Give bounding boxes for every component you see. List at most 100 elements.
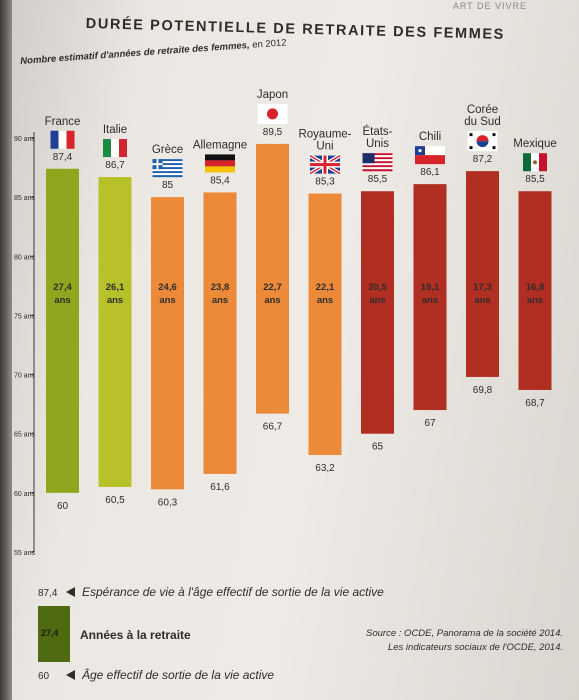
flag-star xyxy=(418,149,422,153)
life-expectancy-label: 87,2 xyxy=(473,154,493,165)
country-name: Mexique xyxy=(513,138,556,150)
arrow-left-icon xyxy=(66,587,75,597)
legend-bottom-number: 60 xyxy=(38,671,50,682)
legend-mid-text: Années à la retraite xyxy=(80,628,191,642)
flag-stripe xyxy=(152,165,183,168)
flag-trigram xyxy=(492,133,496,137)
bar-allemagne xyxy=(203,192,237,474)
flag-stripe xyxy=(205,160,235,167)
retirement-unit-label: ans xyxy=(212,295,228,306)
flag-stripe xyxy=(205,154,235,161)
country-name: États- xyxy=(362,125,392,138)
bar-italie xyxy=(98,177,132,487)
retirement-years-label: 24,6 xyxy=(158,282,177,293)
retirement-years-label: 22,7 xyxy=(263,282,282,293)
retirement-years-label: 27,4 xyxy=(53,282,72,293)
life-expectancy-label: 85,3 xyxy=(315,177,335,188)
flag-stripe xyxy=(50,130,59,149)
retirement-unit-label: ans xyxy=(317,295,333,306)
flag-stripe xyxy=(152,163,183,166)
retirement-years-label: 17,3 xyxy=(473,282,492,293)
y-tick-label: 55 ans xyxy=(14,550,36,557)
flag-stripe xyxy=(362,163,393,166)
flag-usa-icon xyxy=(362,153,393,172)
bar-corée du sud xyxy=(466,171,499,377)
flag-stripe xyxy=(362,157,393,160)
legend-life-expectancy: 87,4 Espérance de vie à l'âge effectif de… xyxy=(38,585,384,599)
life-expectancy-label: 87,4 xyxy=(53,152,73,163)
exit-age-label: 63,2 xyxy=(315,463,335,474)
retirement-unit-label: ans xyxy=(369,295,385,306)
flag-italy-icon xyxy=(103,139,127,158)
country-name: Allemagne xyxy=(193,139,247,151)
retirement-unit-label: ans xyxy=(107,295,123,306)
legend-bottom-text: Âge effectif de sortie de la vie active xyxy=(82,668,275,682)
retirement-years-label: 19,1 xyxy=(421,282,440,293)
flag-stripe xyxy=(205,166,235,173)
legend-top-number: 87,4 xyxy=(38,588,58,599)
retirement-years-label: 20,5 xyxy=(368,282,387,293)
retirement-years-label: 26,1 xyxy=(106,282,125,293)
country-name: Unis xyxy=(366,138,389,150)
life-expectancy-label: 89,5 xyxy=(263,127,283,138)
y-tick-label: 85 ans xyxy=(14,195,36,202)
retirement-unit-label: ans xyxy=(527,295,543,306)
exit-age-label: 68,7 xyxy=(525,398,545,409)
flag-sun xyxy=(267,108,278,120)
exit-age-label: 61,6 xyxy=(210,482,230,493)
source-line-2: Les indicateurs sociaux de l'OCDE, 2014. xyxy=(387,642,563,653)
exit-age-label: 60 xyxy=(57,501,69,512)
retirement-years-label: 16,8 xyxy=(526,282,545,293)
y-tick-label: 90 ans xyxy=(14,136,36,143)
flag-stripe xyxy=(66,130,75,149)
exit-age-label: 69,8 xyxy=(473,385,493,396)
legend-exit-age: 60 Âge effectif de sortie de la vie activ… xyxy=(38,668,274,682)
bar-grèce xyxy=(151,197,184,490)
flag-taeguk xyxy=(476,135,489,142)
y-tick-label: 70 ans xyxy=(14,373,36,380)
life-expectancy-label: 85,4 xyxy=(210,175,230,186)
flag-stripe xyxy=(152,169,183,172)
flag-stripe xyxy=(362,155,393,158)
country-name: Chili xyxy=(419,131,441,143)
life-expectancy-label: 85,5 xyxy=(525,174,545,185)
flag-trigram xyxy=(469,133,473,137)
exit-age-label: 60,3 xyxy=(158,497,178,508)
flag-emblem xyxy=(533,160,537,165)
y-tick-label: 65 ans xyxy=(14,432,36,439)
bar-chili xyxy=(413,184,447,411)
flag-stripe xyxy=(415,155,445,165)
legend-top-text: Espérance de vie à l'âge effectif de sor… xyxy=(82,585,384,599)
retirement-years-label: 22,1 xyxy=(316,282,335,293)
exit-age-label: 60,5 xyxy=(105,495,125,506)
source-line-1: Source : OCDE, Panorama de la société 20… xyxy=(366,628,563,639)
y-tick-label: 60 ans xyxy=(14,491,36,498)
exit-age-label: 65 xyxy=(372,442,384,453)
flag-cross xyxy=(310,163,340,167)
country-name: France xyxy=(45,116,81,128)
retirement-unit-label: ans xyxy=(159,295,175,306)
flag-stripe xyxy=(362,159,393,162)
flag-cross xyxy=(152,163,163,166)
country-name: Royaume- xyxy=(298,129,351,141)
country-name: Grèce xyxy=(152,144,183,156)
flag-canton xyxy=(362,153,375,164)
legend-swatch xyxy=(38,606,70,662)
flag-mexico-icon xyxy=(523,153,547,172)
flag-stripe xyxy=(152,171,183,174)
flag-stripe xyxy=(119,139,127,158)
flag-stripe xyxy=(152,167,183,170)
life-expectancy-label: 85,5 xyxy=(368,174,388,185)
flag-stripe xyxy=(152,161,183,164)
flag-stripe xyxy=(362,167,393,170)
flag-france-icon xyxy=(50,130,75,149)
flag-stripe xyxy=(362,161,393,164)
retirement-years-label: 23,8 xyxy=(211,282,230,293)
retirement-unit-label: ans xyxy=(264,295,280,306)
flag-trigram xyxy=(492,146,496,150)
flag-korea-icon xyxy=(467,131,498,152)
bar-mexique xyxy=(518,191,552,390)
flag-stripe xyxy=(152,173,183,176)
